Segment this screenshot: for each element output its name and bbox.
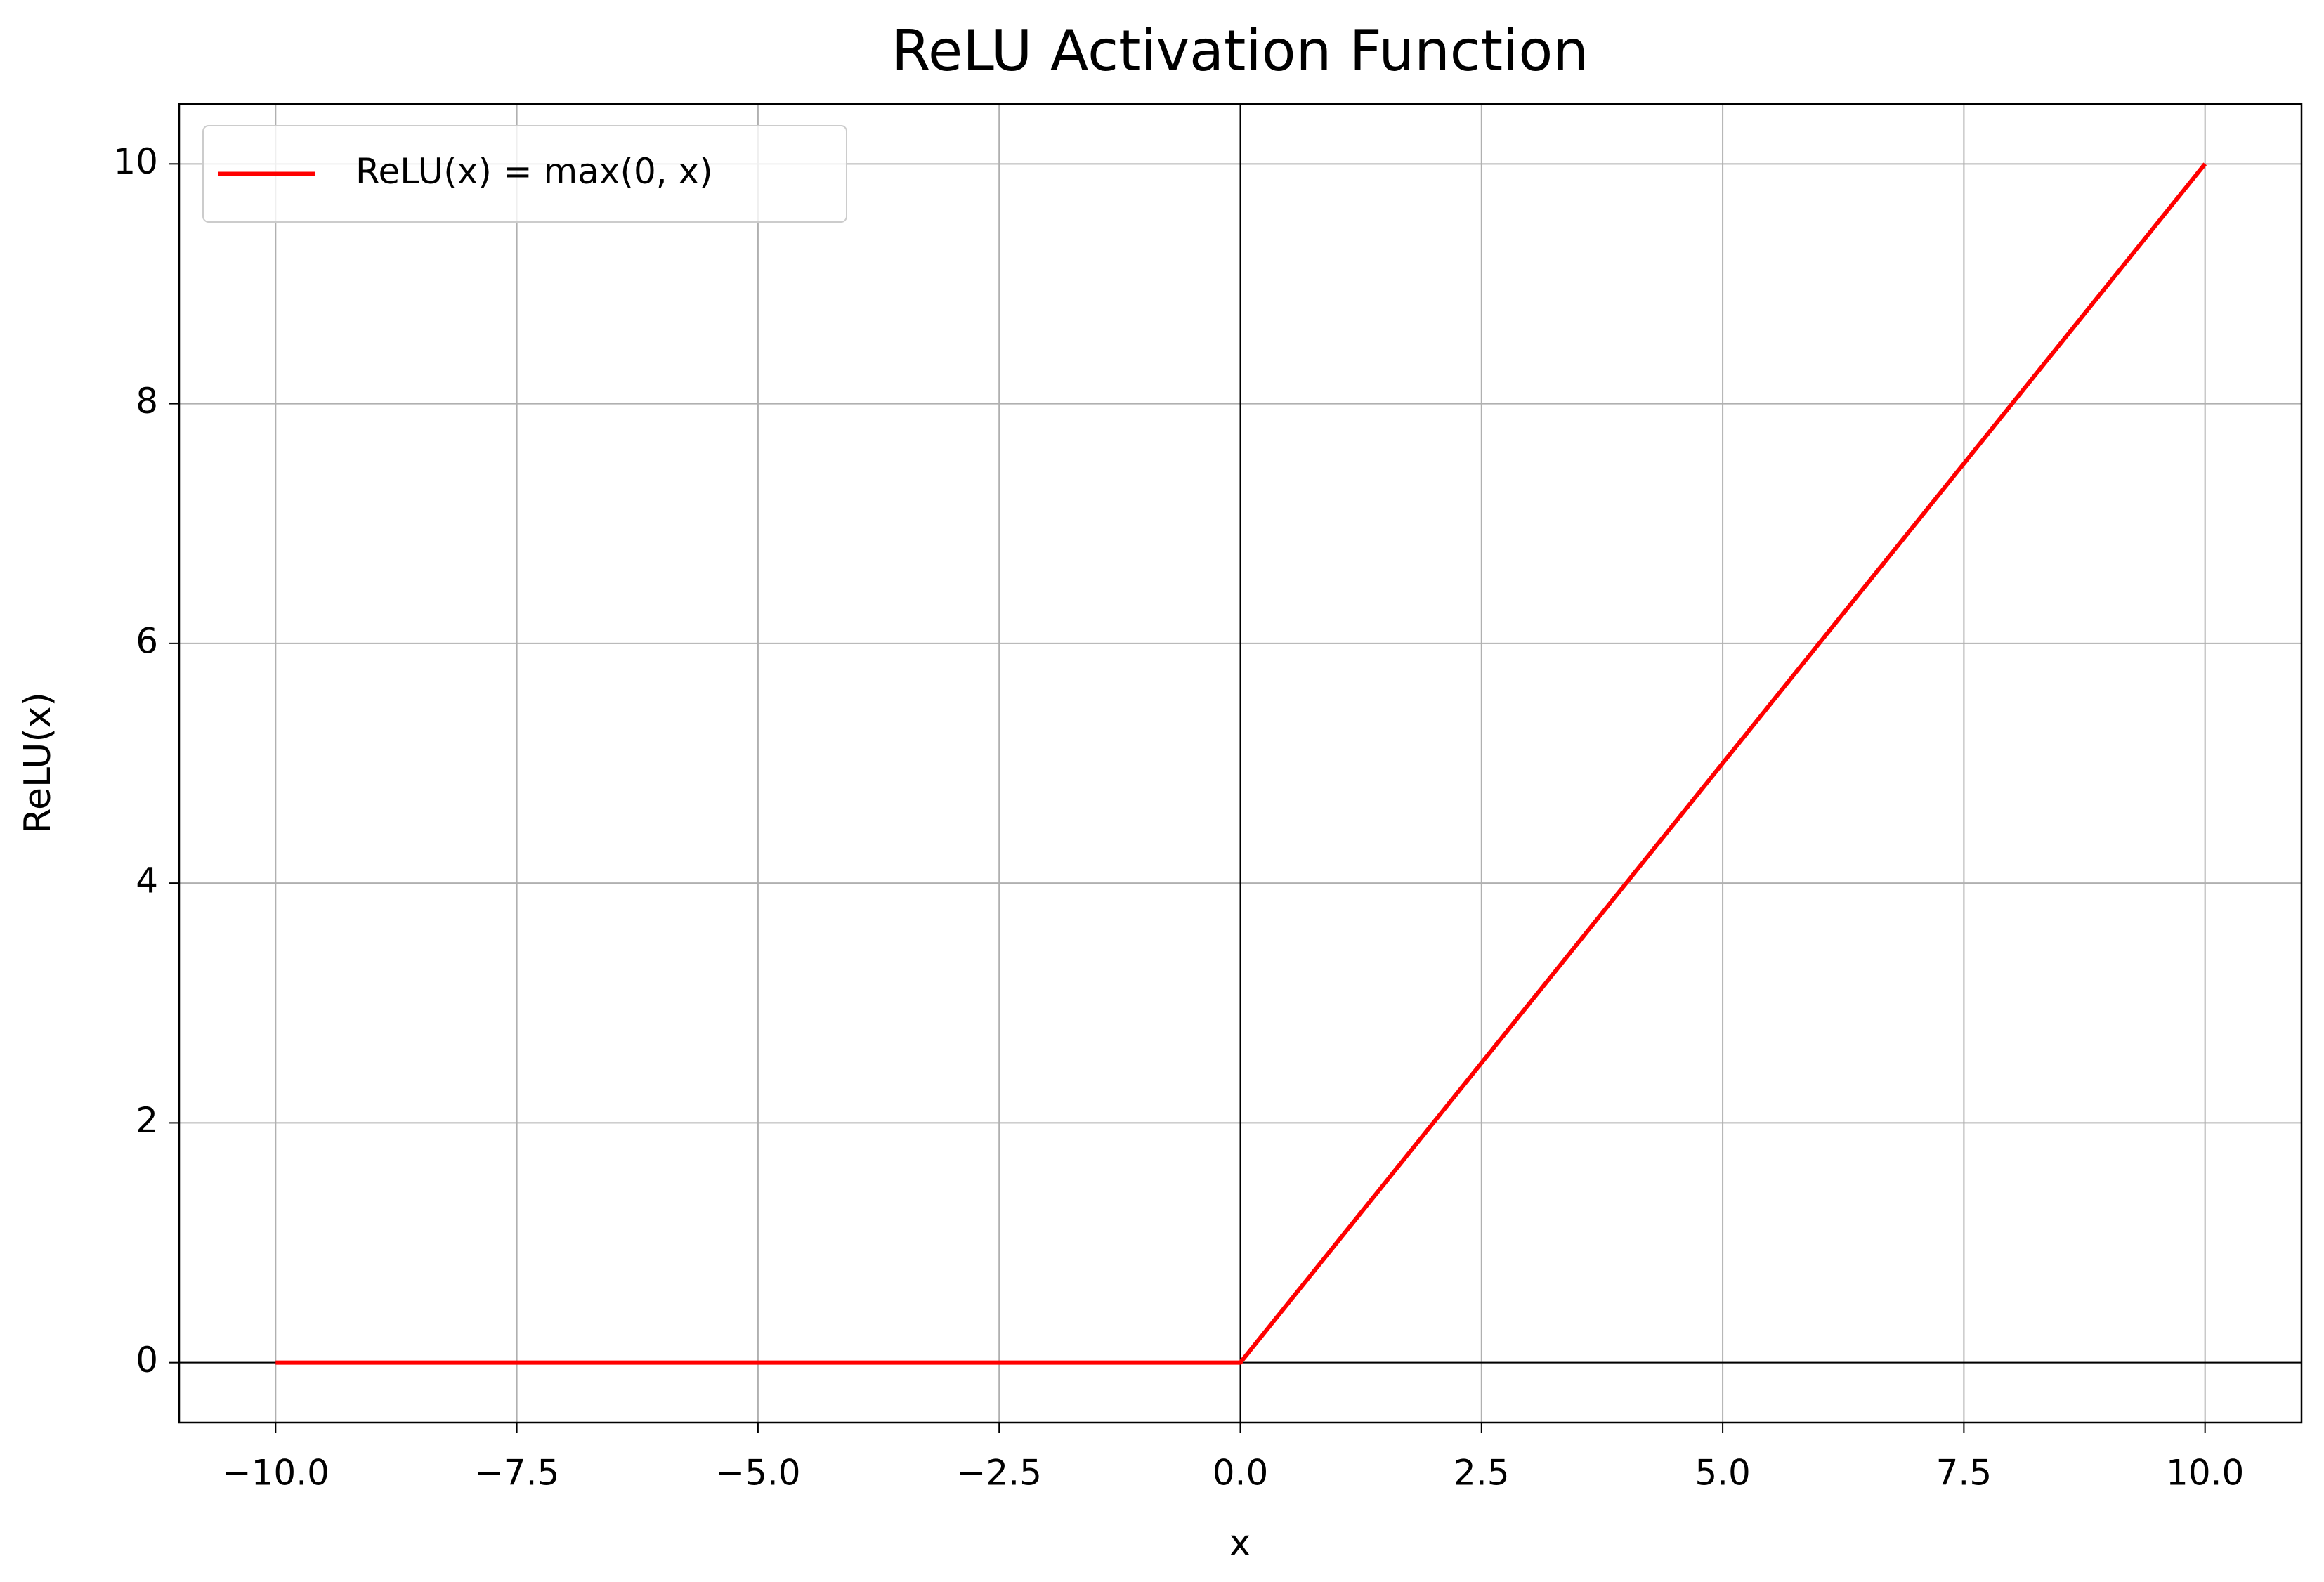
y-tick-label: 2 [136,1100,158,1141]
x-tick-label: −10.0 [222,1453,329,1493]
x-tick-label: 2.5 [1454,1453,1510,1493]
y-tick-label: 4 [136,861,158,901]
chart-title: ReLU Activation Function [892,18,1588,84]
x-axis-label: x [1229,1522,1251,1564]
plot-frame [178,103,2303,1424]
y-tick-label: 8 [136,381,158,421]
y-tick-label: 10 [113,141,158,182]
line [275,162,2207,1365]
x-tick-label: 10.0 [2166,1453,2244,1493]
y-tick-label: 6 [136,620,158,661]
legend-label: ReLU(x) = max(0, x) [355,151,713,192]
x-tick-label: 0.0 [1213,1453,1269,1493]
x-tick-label: −5.0 [715,1453,800,1493]
legend-box [202,125,847,223]
x-tick-label: −7.5 [474,1453,559,1493]
x-tick-label: 5.0 [1695,1453,1751,1493]
y-tick-label: 0 [136,1340,158,1380]
x-tick-label: 7.5 [1936,1453,1992,1493]
x-tick-label: −2.5 [956,1453,1041,1493]
y-axis-label: ReLU(x) [17,692,59,834]
